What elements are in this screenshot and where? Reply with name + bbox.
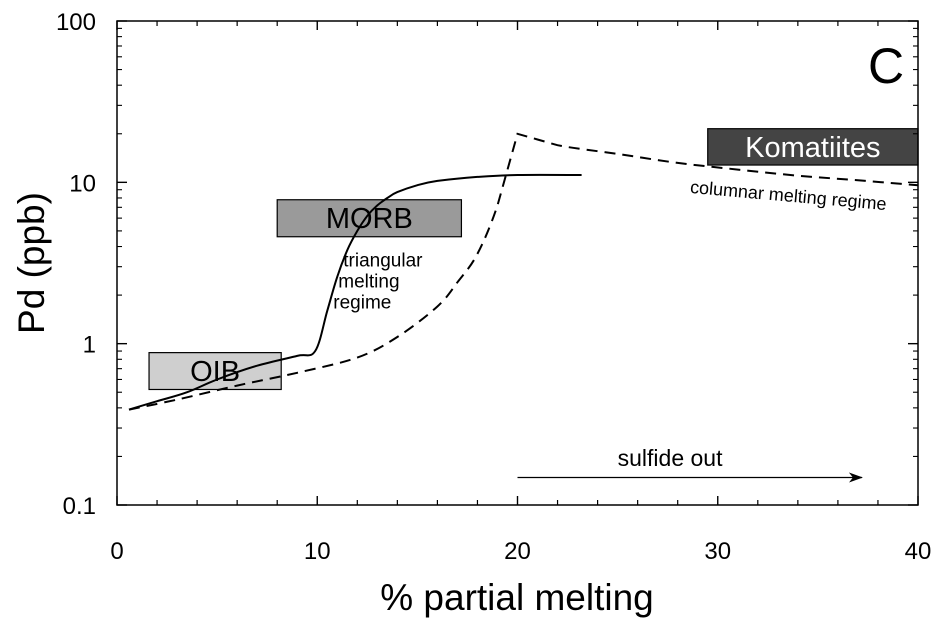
y-axis-title: Pd (ppb) — [11, 192, 52, 334]
y-tick-label: 10 — [69, 170, 96, 197]
x-tick-label: 10 — [304, 538, 331, 565]
y-tick-label: 100 — [56, 9, 96, 36]
x-tick-label: 30 — [704, 538, 731, 565]
plot-frame — [116, 20, 919, 506]
series-layer — [128, 132, 919, 411]
annotation-sulfide-out: sulfide out — [618, 445, 723, 471]
region-box-komatiites — [707, 128, 919, 166]
region-label-komatiites: Komatiites — [745, 132, 880, 164]
regions-layer: OIB MORB Komatiites — [148, 128, 919, 391]
x-axis-title: % partial melting — [380, 577, 654, 618]
y-tick-label: 1 — [83, 332, 96, 359]
region-label-morb: MORB — [326, 203, 413, 235]
annotation-line: sulfide out — [618, 445, 723, 471]
dashed-melting-curve — [128, 132, 919, 411]
panel-label: C — [868, 38, 904, 94]
annotation-columnar-melting-regime: columnar melting regime — [689, 177, 887, 214]
region-label-oib: OIB — [190, 356, 240, 388]
annotation-line: columnar melting regime — [689, 177, 887, 214]
x-tick-label: 20 — [504, 538, 531, 565]
x-tick-label: 0 — [110, 538, 123, 565]
y-tick-label: 0.1 — [63, 493, 96, 520]
x-tick-label: 40 — [905, 538, 931, 565]
annotation-line: triangular — [343, 251, 423, 272]
ticks-layer: 0 10 20 30 40 0.1 1 10 100 — [56, 9, 931, 565]
annotation-triangular-melting-regime: triangular melting regime — [333, 251, 423, 314]
annotation-line: regime — [333, 293, 391, 314]
annotation-line: melting — [338, 272, 399, 293]
solid-melting-curve — [128, 173, 582, 411]
region-box-oib — [148, 352, 282, 391]
region-box-morb — [276, 199, 463, 238]
